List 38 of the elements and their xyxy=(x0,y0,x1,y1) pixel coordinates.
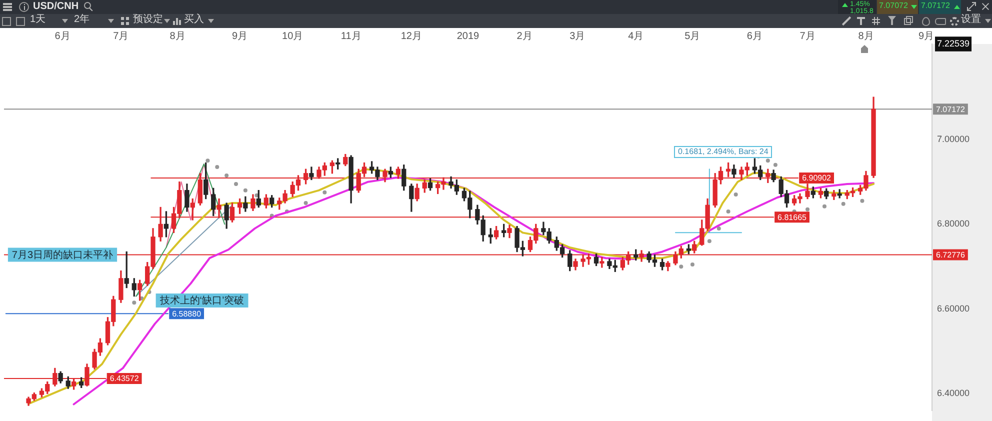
x-tick-label: 5月 xyxy=(684,30,700,42)
x-tick-label: 6月 xyxy=(746,30,762,42)
x-tick-label: 3月 xyxy=(570,30,586,42)
x-tick-label: 2019 xyxy=(456,30,480,42)
x-tick-label: 7月 xyxy=(800,30,816,42)
annotation: 7月3日周的缺口未平补 xyxy=(12,249,114,262)
series-label: 6.43572 xyxy=(110,374,140,384)
y-tick-label: 6.80000 xyxy=(937,218,970,229)
x-tick-label: 11月 xyxy=(340,30,362,42)
y-tick-label: 6.40000 xyxy=(937,388,970,398)
y-tick-label: 7.00000 xyxy=(937,134,970,144)
series-label: 6.58880 xyxy=(172,309,202,318)
x-tick-label: 8月 xyxy=(170,30,186,42)
text: 2年 xyxy=(74,14,90,26)
ref-line-label: 7.07172 xyxy=(936,104,966,114)
text: 预设定 xyxy=(133,14,163,26)
x-tick-label: 12月 xyxy=(400,30,422,42)
series-label: 6.81665 xyxy=(778,212,808,222)
x-tick-label: 2月 xyxy=(516,30,532,42)
ref-line-label: 6.72776 xyxy=(936,250,966,260)
series-label: 6.90902 xyxy=(802,174,832,183)
x-tick-label: 4月 xyxy=(628,30,644,42)
text: 买入 xyxy=(184,14,204,26)
y-tick-label: 6.60000 xyxy=(937,303,970,314)
text: 7.07072 xyxy=(879,1,908,11)
chart-title: USD/CNH xyxy=(33,1,79,13)
x-tick-label: 7月 xyxy=(113,30,129,42)
text: 7.07172 xyxy=(921,1,950,11)
annotation: 技术上的‘缺口’突破 xyxy=(158,294,244,307)
text: 设置 xyxy=(961,14,981,26)
x-tick-label: 8月 xyxy=(858,30,874,42)
y-tick-label: 7.22539 xyxy=(937,38,970,48)
x-tick-label: 10月 xyxy=(282,30,304,42)
annotation: 0.1681, 2.494%, Bars: 24 xyxy=(674,146,772,158)
text: 1天 xyxy=(30,14,46,26)
x-tick-label: 9月 xyxy=(232,30,248,42)
x-tick-label: 9月 xyxy=(918,30,934,42)
x-tick-label: 6月 xyxy=(54,30,70,42)
